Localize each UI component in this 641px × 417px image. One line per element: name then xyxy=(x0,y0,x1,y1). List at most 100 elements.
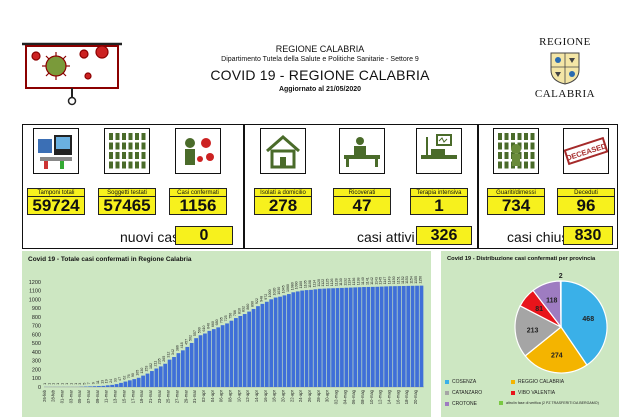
bar-data-label: 1000 xyxy=(268,289,272,297)
bar-data-label: 1 xyxy=(52,383,56,385)
x-tick-label: 17-mar xyxy=(130,389,135,403)
bar-data-label: 1153 xyxy=(405,276,409,284)
stat-label: Casi confermati xyxy=(169,188,227,197)
x-tick-label: 04-mag xyxy=(342,389,347,404)
x-tick-label: 12-mag xyxy=(378,389,383,404)
bar xyxy=(92,386,97,387)
y-tick-label: 0 xyxy=(38,385,41,391)
bar xyxy=(370,286,375,387)
bar xyxy=(264,301,269,387)
pie-slice-label: 274 xyxy=(551,353,563,360)
stat-value: 96 xyxy=(557,196,615,215)
y-tick-label: 700 xyxy=(32,324,41,330)
y-tick-label: 300 xyxy=(32,359,41,365)
bar xyxy=(225,323,229,387)
bar xyxy=(238,315,243,387)
bar-data-label: 1 xyxy=(61,383,65,385)
stat-card: Ricoverati 47 xyxy=(333,128,391,218)
bar xyxy=(167,359,172,387)
x-tick-label: 01-mar xyxy=(60,389,65,403)
bar-data-label: 1147 xyxy=(383,277,387,285)
y-tick-label: 1200 xyxy=(29,280,41,286)
bar-data-label: 972 xyxy=(264,294,268,300)
pie-slice xyxy=(559,280,562,328)
bar xyxy=(123,381,128,387)
new-cases-label: nuovi casi xyxy=(120,229,183,245)
bar-data-label: 235 xyxy=(158,358,162,364)
bar xyxy=(309,289,313,387)
bar-data-label: 756 xyxy=(228,313,232,319)
bar-data-label: 9 xyxy=(91,382,95,384)
x-tick-label: 02-mag xyxy=(334,389,339,404)
bar-data-label: 1130 xyxy=(339,278,343,286)
x-tick-label: 18-mag xyxy=(404,389,409,404)
bar xyxy=(300,290,305,387)
bar xyxy=(185,346,190,387)
bar-data-label: 1150 xyxy=(392,276,396,284)
bar xyxy=(256,306,260,387)
stat-label: Terapia intensiva xyxy=(410,188,468,197)
bar-data-label: 1114 xyxy=(312,280,316,287)
bar xyxy=(203,333,207,387)
y-tick-label: 800 xyxy=(32,315,41,321)
bar-data-label: 1151 xyxy=(396,276,400,284)
bar-data-label: 1154 xyxy=(410,276,414,284)
bar-data-label: 1143 xyxy=(374,277,378,285)
x-tick-label: 29-mar xyxy=(183,389,188,403)
bar xyxy=(127,380,132,387)
logo-bottom-text: CALABRIA xyxy=(534,88,596,100)
bar-data-label: 680 xyxy=(215,319,219,325)
bar-data-label: 5 xyxy=(83,383,87,385)
bar-data-label: 1122 xyxy=(321,279,325,287)
legend-item: COSENZA xyxy=(445,379,476,385)
bar xyxy=(375,286,380,387)
pie-slice xyxy=(524,326,588,374)
bar-data-label: 211 xyxy=(153,361,157,367)
bar-data-label: 1128 xyxy=(335,278,339,286)
closed-cases-panel xyxy=(478,124,618,249)
bar xyxy=(220,325,225,387)
stat-label: Deceduti xyxy=(557,188,615,197)
infected-person-icon xyxy=(175,128,221,174)
bar-data-label: 7 xyxy=(87,382,91,384)
bar-data-label: 1120 xyxy=(317,279,321,287)
legend-label: altro/in fase di verifica (2 PZ TRASFERI… xyxy=(506,401,599,405)
legend-label: COSENZA xyxy=(452,379,477,385)
pie-slice xyxy=(514,305,563,357)
x-tick-label: 06-apr xyxy=(219,389,224,402)
bar-data-label: 1 xyxy=(65,383,69,385)
bar-data-label: 1090 xyxy=(295,281,299,289)
bar xyxy=(260,303,265,387)
house-icon xyxy=(260,128,306,174)
bar-data-label: 24 xyxy=(109,379,113,383)
legend-label: REGGIO CALABRIA xyxy=(518,379,565,385)
x-tick-label: 10-apr xyxy=(236,389,241,402)
bar-data-label: 265 xyxy=(162,356,166,362)
stat-value: 1156 xyxy=(169,196,227,215)
legend-swatch xyxy=(445,379,449,384)
x-tick-label: 16-apr xyxy=(263,389,268,402)
legend-swatch xyxy=(499,401,503,406)
bar-data-label: 182 xyxy=(149,363,153,369)
active-cases-label: casi attivi xyxy=(357,229,415,245)
x-tick-label: 28-apr xyxy=(316,389,321,402)
bar-data-label: 1132 xyxy=(343,278,347,286)
bar-data-label: 660 xyxy=(211,321,215,327)
x-tick-label: 09-mar xyxy=(95,389,100,403)
update-date: Aggiornato al 21/05/2020 xyxy=(278,86,362,93)
x-tick-label: 30-apr xyxy=(325,389,330,402)
bar xyxy=(393,286,397,387)
bar-data-label: 1080 xyxy=(290,282,294,290)
pie-chart-title: Covid 19 - Distribuzione casi confermati… xyxy=(447,256,596,262)
new-cases-value: 0 xyxy=(175,226,233,245)
bar-data-label: 1140 xyxy=(361,277,365,285)
bar xyxy=(326,288,331,387)
bar xyxy=(97,386,101,387)
bar xyxy=(132,379,137,387)
y-tick-label: 200 xyxy=(32,367,41,373)
x-tick-label: 13-mar xyxy=(113,389,118,403)
stat-value: 1 xyxy=(410,196,468,215)
stat-card: Casi confermati 1156 xyxy=(169,128,227,218)
x-tick-label: 16-mag xyxy=(395,389,400,404)
pie-slice-label: 2 xyxy=(559,273,563,280)
